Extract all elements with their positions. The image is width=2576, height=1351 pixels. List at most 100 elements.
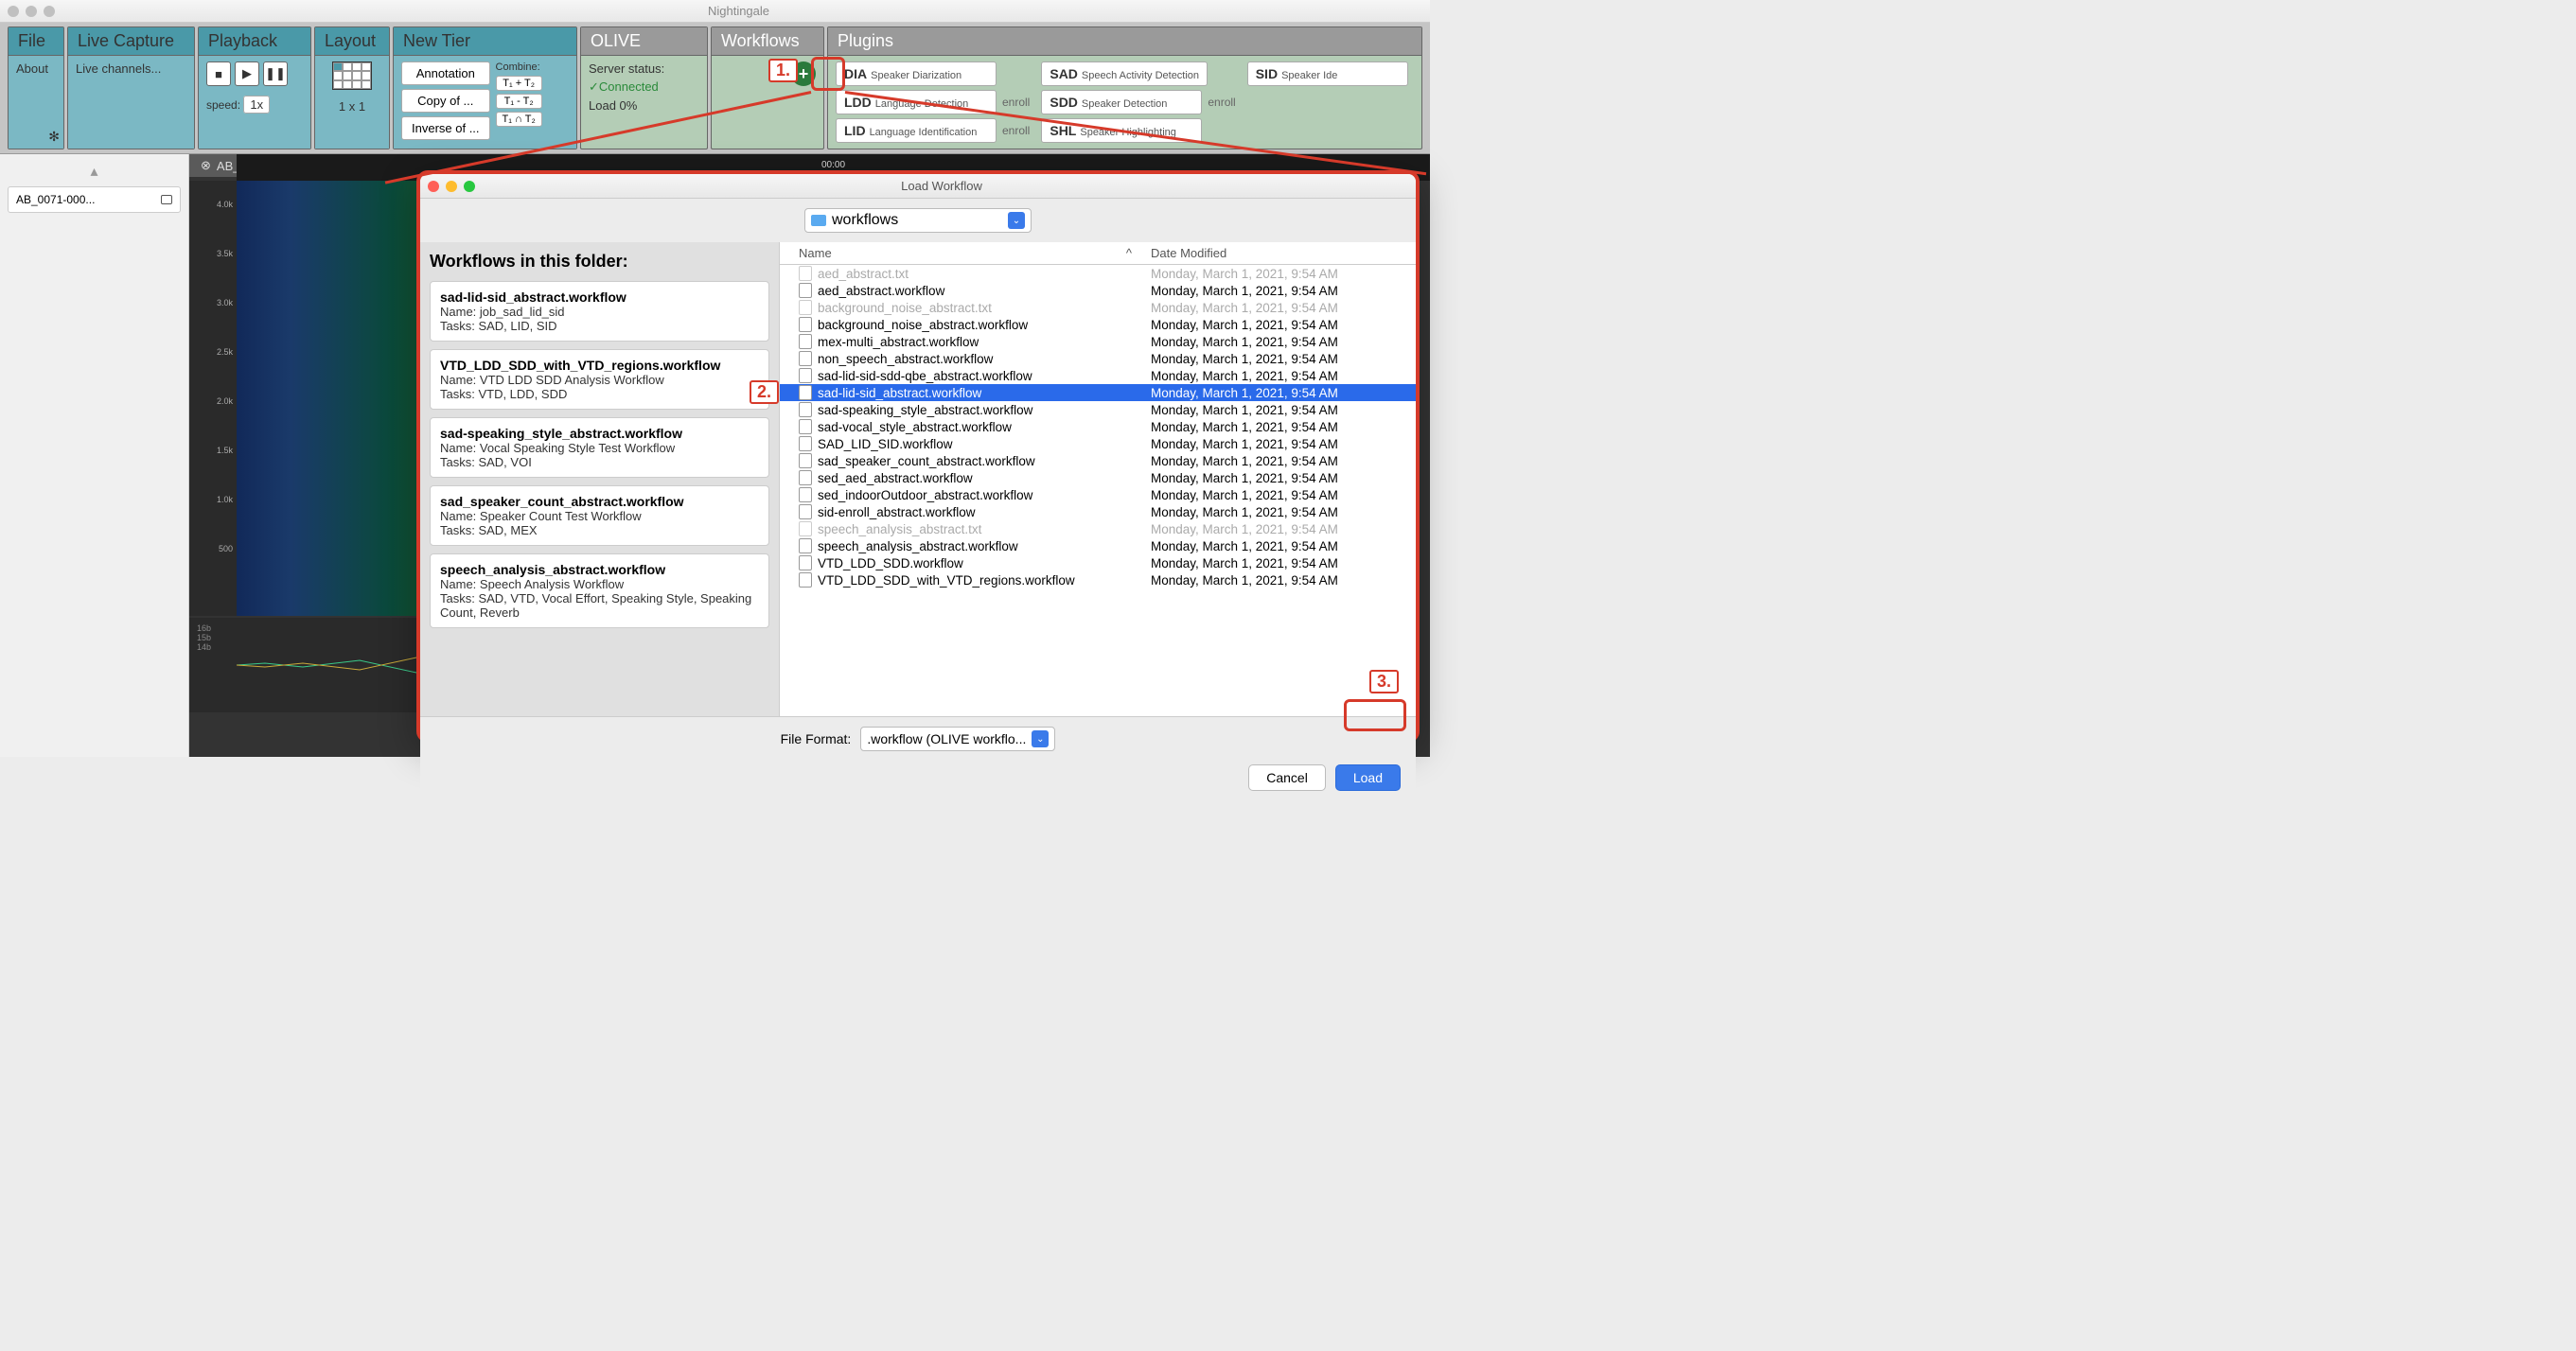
folder-icon: [811, 215, 826, 226]
dialog-footer: File Format: .workflow (OLIVE workflo...…: [420, 716, 1416, 800]
plugin-lid[interactable]: LID Language Identification: [836, 118, 997, 143]
enroll-link[interactable]: enroll: [1002, 124, 1030, 137]
file-row[interactable]: VTD_LDD_SDD.workflowMonday, March 1, 202…: [780, 554, 1416, 571]
file-row[interactable]: SAD_LID_SID.workflowMonday, March 1, 202…: [780, 435, 1416, 452]
layout-header: Layout: [315, 27, 389, 56]
min-dot[interactable]: [26, 6, 37, 17]
file-row[interactable]: sad-lid-sid-sdd-qbe_abstract.workflowMon…: [780, 367, 1416, 384]
plugin-sdd[interactable]: SDD Speaker Detection: [1041, 90, 1202, 114]
live-header: Live Capture: [68, 27, 194, 56]
file-header: File: [9, 27, 63, 56]
playback-header: Playback: [199, 27, 310, 56]
col-name[interactable]: Name: [799, 246, 832, 260]
combine-minus[interactable]: T₁ - T₂: [496, 94, 542, 109]
file-list-header: Name ^ Date Modified: [780, 242, 1416, 265]
file-panel: Name ^ Date Modified aed_abstract.txtMon…: [780, 242, 1416, 716]
plugin-sid[interactable]: SID Speaker Ide: [1247, 61, 1408, 86]
file-icon: [799, 351, 812, 366]
inverse-button[interactable]: Inverse of ...: [401, 116, 490, 140]
spectro-axis: 4.0k3.5k3.0k2.5k2.0k1.5k1.0k500: [189, 181, 237, 616]
workflow-card[interactable]: speech_analysis_abstract.workflowName: S…: [430, 553, 769, 628]
file-row[interactable]: sad-speaking_style_abstract.workflowMond…: [780, 401, 1416, 418]
newtier-header: New Tier: [394, 27, 576, 56]
file-row[interactable]: non_speech_abstract.workflowMonday, Marc…: [780, 350, 1416, 367]
file-row[interactable]: background_noise_abstract.workflowMonday…: [780, 316, 1416, 333]
main-titlebar: Nightingale: [0, 0, 1430, 23]
copy-button[interactable]: Copy of ...: [401, 89, 490, 113]
layout-dims: 1 x 1: [339, 99, 365, 114]
file-row[interactable]: speech_analysis_abstract.txtMonday, Marc…: [780, 520, 1416, 537]
file-row[interactable]: background_noise_abstract.txtMonday, Mar…: [780, 299, 1416, 316]
close-tab-icon[interactable]: ⊗: [201, 158, 211, 173]
speed-value[interactable]: 1x: [243, 96, 270, 114]
load-workflow-dialog: Load Workflow workflows ⌄ Workflows in t…: [416, 170, 1420, 743]
plugins-header: Plugins: [828, 27, 1421, 56]
traffic-lights: [8, 6, 55, 17]
file-row[interactable]: VTD_LDD_SDD_with_VTD_regions.workflowMon…: [780, 571, 1416, 588]
gear-icon[interactable]: ✻: [48, 129, 60, 145]
pause-button[interactable]: ❚❚: [263, 61, 288, 86]
stop-button[interactable]: ■: [206, 61, 231, 86]
dialog-body: Workflows in this folder: sad-lid-sid_ab…: [420, 242, 1416, 716]
file-row[interactable]: sid-enroll_abstract.workflowMonday, Marc…: [780, 503, 1416, 520]
file-row[interactable]: speech_analysis_abstract.workflowMonday,…: [780, 537, 1416, 554]
olive-section: OLIVE Server status: ✓Connected Load 0%: [580, 26, 708, 149]
file-row[interactable]: aed_abstract.txtMonday, March 1, 2021, 9…: [780, 265, 1416, 282]
file-icon: [799, 402, 812, 417]
dialog-title: Load Workflow: [475, 179, 1408, 193]
format-value: .workflow (OLIVE workflo...: [867, 731, 1026, 746]
live-channels[interactable]: Live channels...: [76, 61, 186, 76]
file-row[interactable]: sad-lid-sid_abstract.workflowMonday, Mar…: [780, 384, 1416, 401]
plugin-dia[interactable]: DIA Speaker Diarization: [836, 61, 997, 86]
combine-plus[interactable]: T₁ + T₂: [496, 76, 542, 91]
plugin-sad[interactable]: SAD Speech Activity Detection: [1041, 61, 1208, 86]
file-icon: [799, 487, 812, 502]
dialog-min-dot[interactable]: [446, 181, 457, 192]
file-label: AB_0071-000...: [16, 193, 95, 206]
col-date[interactable]: Date Modified: [1151, 246, 1397, 260]
file-item[interactable]: AB_0071-000...: [8, 186, 181, 213]
cancel-button[interactable]: Cancel: [1248, 764, 1326, 791]
play-button[interactable]: ▶: [235, 61, 259, 86]
path-bar: workflows ⌄: [420, 199, 1416, 242]
file-icon: [799, 334, 812, 349]
file-row[interactable]: sed_indoorOutdoor_abstract.workflowMonda…: [780, 486, 1416, 503]
file-icon: [799, 555, 812, 570]
file-row[interactable]: aed_abstract.workflowMonday, March 1, 20…: [780, 282, 1416, 299]
combine-label: Combine:: [496, 61, 542, 73]
workflows-header: Workflows: [712, 27, 823, 56]
workflow-card[interactable]: VTD_LDD_SDD_with_VTD_regions.workflowNam…: [430, 349, 769, 410]
plugin-row: DIA Speaker Diarization: [836, 61, 1030, 86]
folder-select[interactable]: workflows ⌄: [804, 208, 1032, 233]
file-icon: [799, 470, 812, 485]
file-icon: [799, 385, 812, 400]
enroll-link[interactable]: enroll: [1208, 96, 1235, 109]
plugin-row: SAD Speech Activity Detection: [1041, 61, 1235, 86]
file-row[interactable]: sad-vocal_style_abstract.workflowMonday,…: [780, 418, 1416, 435]
about-link[interactable]: About: [16, 61, 56, 76]
file-icon: [799, 572, 812, 588]
file-row[interactable]: mex-multi_abstract.workflowMonday, March…: [780, 333, 1416, 350]
file-row[interactable]: sed_aed_abstract.workflowMonday, March 1…: [780, 469, 1416, 486]
file-section: File About ✻: [8, 26, 64, 149]
workflow-card[interactable]: sad-lid-sid_abstract.workflowName: job_s…: [430, 281, 769, 342]
file-icon: [799, 419, 812, 434]
combine-intersect[interactable]: T₁ ∩ T₂: [496, 112, 542, 127]
format-label: File Format:: [781, 731, 852, 746]
dialog-max-dot[interactable]: [464, 181, 475, 192]
load-status: Load 0%: [589, 98, 699, 113]
layout-grid[interactable]: [332, 61, 372, 90]
max-dot[interactable]: [44, 6, 55, 17]
close-dot[interactable]: [8, 6, 19, 17]
annotation-button[interactable]: Annotation: [401, 61, 490, 85]
format-select[interactable]: .workflow (OLIVE workflo... ⌄: [860, 727, 1055, 751]
dialog-close-dot[interactable]: [428, 181, 439, 192]
file-row[interactable]: sad_speaker_count_abstract.workflowMonda…: [780, 452, 1416, 469]
enroll-link[interactable]: enroll: [1002, 96, 1030, 109]
workflow-card[interactable]: sad-speaking_style_abstract.workflowName…: [430, 417, 769, 478]
load-button[interactable]: Load: [1335, 764, 1401, 791]
callout-1: 1.: [768, 59, 798, 82]
collapse-icon[interactable]: ▴: [8, 162, 181, 181]
workflow-card[interactable]: sad_speaker_count_abstract.workflowName:…: [430, 485, 769, 546]
olive-header: OLIVE: [581, 27, 707, 56]
